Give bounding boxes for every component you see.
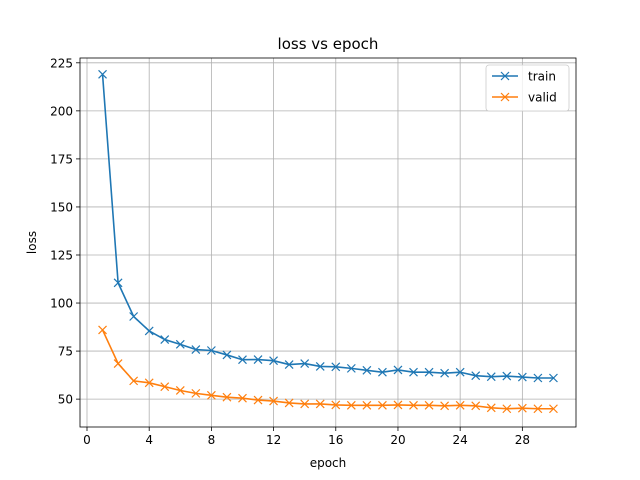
- y-tick-label: 150: [50, 200, 73, 214]
- y-tick-label: 50: [58, 393, 73, 407]
- data-point-train: [300, 359, 310, 369]
- x-tick-label: 24: [453, 433, 468, 447]
- data-point-valid: [362, 400, 372, 410]
- data-point-valid: [206, 390, 216, 400]
- data-point-valid: [98, 325, 107, 335]
- data-point-valid: [377, 400, 387, 410]
- y-tick-label: 175: [50, 152, 73, 166]
- data-point-valid: [269, 396, 279, 406]
- data-point-valid: [393, 400, 403, 410]
- data-point-train: [191, 345, 201, 354]
- data-point-train: [455, 367, 465, 377]
- legend-item-train: train: [492, 70, 556, 84]
- data-point-train: [440, 368, 450, 378]
- data-point-train: [238, 355, 247, 365]
- data-point-train: [98, 69, 107, 79]
- x-tick-label: 8: [208, 433, 216, 447]
- data-point-train: [346, 363, 356, 373]
- data-point-train: [331, 362, 341, 372]
- data-point-train: [424, 367, 434, 377]
- x-tick-label: 0: [83, 433, 91, 447]
- data-point-train: [129, 312, 139, 321]
- data-point-train: [409, 367, 418, 377]
- data-point-train: [222, 350, 232, 360]
- grid-lines: [80, 58, 576, 427]
- data-point-train: [144, 326, 154, 336]
- legend-marker: [500, 92, 510, 102]
- legend: train valid: [485, 64, 570, 112]
- data-point-train: [362, 365, 372, 375]
- data-point-valid: [533, 404, 543, 414]
- data-point-train: [533, 373, 543, 383]
- data-point-valid: [486, 403, 496, 413]
- data-point-valid: [346, 400, 356, 410]
- legend-item-valid: valid: [492, 91, 557, 105]
- data-point-train: [517, 372, 527, 382]
- data-point-valid: [191, 388, 201, 398]
- legend-label: valid: [528, 91, 557, 105]
- series-line-train: [101, 74, 554, 379]
- series-valid: [98, 325, 558, 414]
- series-line-valid: [101, 329, 554, 410]
- series-layer: [98, 69, 558, 414]
- y-axis-ticks: 50 75 100 125 150 175 200 225: [50, 56, 80, 407]
- y-axis-label: loss: [25, 231, 39, 254]
- data-point-valid: [160, 382, 170, 392]
- legend-marker: [500, 71, 510, 81]
- data-point-train: [549, 373, 558, 383]
- x-tick-label: 4: [145, 433, 153, 447]
- data-point-valid: [331, 400, 341, 410]
- data-point-valid: [284, 398, 294, 408]
- data-point-valid: [502, 404, 512, 414]
- data-point-train: [471, 371, 481, 381]
- data-point-train: [377, 367, 387, 377]
- y-tick-label: 100: [50, 297, 73, 311]
- data-point-valid: [440, 401, 450, 411]
- data-point-train: [113, 278, 123, 288]
- chart-title: loss vs epoch: [278, 35, 379, 53]
- data-point-valid: [409, 400, 418, 410]
- data-point-valid: [238, 393, 247, 403]
- data-point-valid: [471, 401, 481, 411]
- y-tick-label: 225: [50, 56, 73, 70]
- series-train: [98, 69, 558, 383]
- data-point-valid: [549, 404, 558, 414]
- x-axis-ticks: 0 4 8 12 16 20 24 28: [83, 427, 530, 447]
- data-point-train: [206, 346, 216, 355]
- plot-frame: [79, 57, 577, 428]
- x-axis-label: epoch: [310, 456, 347, 470]
- data-point-train: [284, 360, 294, 369]
- data-point-valid: [129, 376, 139, 386]
- data-point-train: [269, 356, 279, 366]
- x-tick-label: 28: [515, 433, 530, 447]
- x-tick-label: 20: [390, 433, 405, 447]
- y-tick-label: 75: [58, 345, 73, 359]
- data-point-valid: [222, 392, 232, 402]
- data-point-valid: [253, 395, 263, 405]
- data-point-train: [502, 371, 512, 381]
- data-point-valid: [300, 399, 310, 409]
- data-point-valid: [315, 399, 325, 409]
- data-point-train: [315, 362, 325, 371]
- data-point-valid: [113, 359, 123, 369]
- data-point-train: [486, 372, 496, 382]
- data-point-valid: [455, 400, 465, 410]
- legend-label: train: [528, 70, 556, 84]
- data-point-valid: [424, 400, 434, 410]
- data-point-valid: [144, 378, 154, 388]
- data-point-train: [393, 365, 403, 375]
- y-tick-label: 200: [50, 104, 73, 118]
- y-tick-label: 125: [50, 248, 73, 262]
- data-point-train: [175, 339, 185, 349]
- data-point-valid: [175, 386, 185, 395]
- data-point-train: [160, 335, 170, 344]
- x-tick-label: 12: [266, 433, 281, 447]
- x-tick-label: 16: [328, 433, 343, 447]
- data-point-train: [253, 355, 263, 364]
- data-point-valid: [517, 403, 527, 413]
